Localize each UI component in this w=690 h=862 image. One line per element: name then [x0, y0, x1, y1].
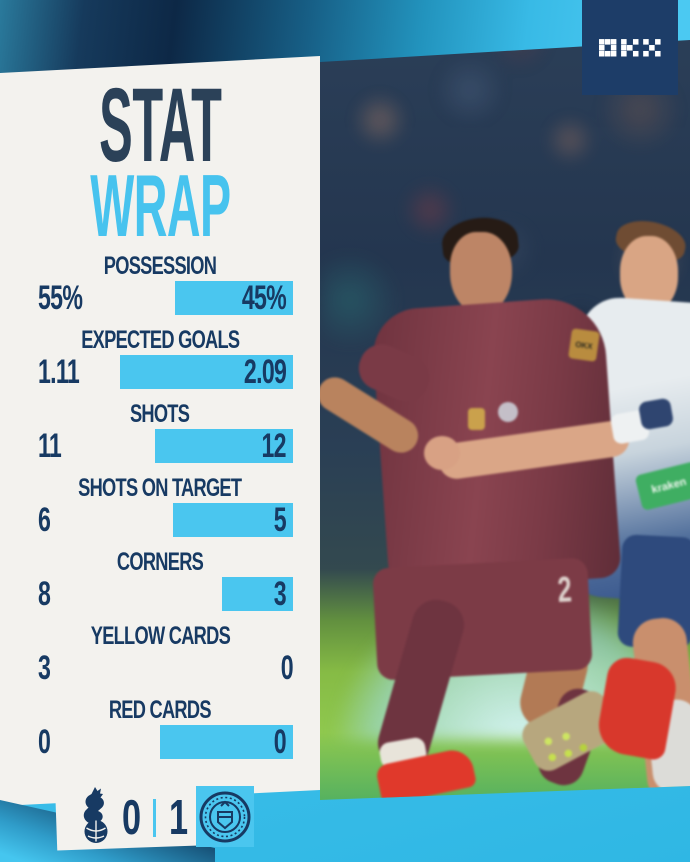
sleeve-patch-text: OKX	[574, 339, 594, 351]
stat-values: 11 12	[38, 429, 293, 463]
okx-logo-tile	[582, 0, 678, 95]
stat-label: YELLOW CARDS	[0, 623, 320, 649]
stat-label-text: SHOTS	[130, 400, 190, 428]
stat-label-text: SHOTS ON TARGET	[78, 474, 242, 502]
home-value: 11	[38, 427, 62, 465]
stat-row: SHOTS ON TARGET 6 5	[0, 475, 320, 537]
stat-row: SHOTS 11 12	[0, 401, 320, 463]
city-badge-tile	[196, 786, 254, 847]
away-value-bar: 45%	[175, 281, 293, 315]
title-line-1: STAT	[98, 67, 222, 184]
match-photo: kraken OKX 2	[320, 40, 690, 800]
stats-card: STAT WRAP POSSESSION 55% 45% EXPECTED GO…	[0, 56, 320, 806]
stat-row: EXPECTED GOALS 1.11 2.09	[0, 327, 320, 389]
stat-label: SHOTS	[0, 401, 320, 427]
stat-label-text: RED CARDS	[109, 696, 212, 724]
shorts-number: 2	[556, 568, 573, 611]
stat-label: SHOTS ON TARGET	[0, 475, 320, 501]
stat-label: POSSESSION	[0, 253, 320, 279]
club-crest	[498, 402, 518, 422]
title-line-2: WRAP	[89, 156, 231, 255]
away-value: 0	[273, 723, 287, 761]
home-value: 1.11	[38, 353, 80, 391]
away-value-bar: 3	[222, 577, 293, 611]
stat-row: POSSESSION 55% 45%	[0, 253, 320, 315]
away-value: 0	[280, 649, 294, 687]
home-value: 3	[38, 649, 51, 687]
full-time-score: 0 1	[118, 791, 192, 845]
stats-list: POSSESSION 55% 45% EXPECTED GOALS 1.11 2…	[0, 253, 320, 771]
home-score: 0	[121, 791, 141, 845]
stat-label: CORNERS	[0, 549, 320, 575]
stat-label-text: YELLOW CARDS	[90, 622, 230, 650]
away-value: 2.09	[243, 353, 287, 391]
sponsor-text: kraken	[650, 475, 688, 497]
manchester-city-crest-icon	[199, 791, 251, 842]
stat-row: CORNERS 8 3	[0, 549, 320, 611]
stat-values: 8 3	[38, 577, 293, 611]
away-value: 3	[273, 575, 287, 613]
score-divider	[153, 799, 157, 837]
stat-label: RED CARDS	[0, 697, 320, 723]
okx-logo-icon	[599, 38, 661, 56]
stat-values: 55% 45%	[38, 281, 293, 315]
stat-values: 0 0	[38, 725, 293, 759]
stat-label-text: CORNERS	[116, 548, 204, 576]
away-value: 12	[261, 427, 287, 465]
away-player-wristband	[637, 397, 675, 431]
stat-values: 6 5	[38, 503, 293, 537]
page-title: STAT WRAP	[0, 67, 320, 255]
away-value: 45%	[241, 279, 287, 317]
stat-row: RED CARDS 0 0	[0, 697, 320, 759]
away-value-bar: 5	[173, 503, 293, 537]
away-value-bar: 12	[155, 429, 293, 463]
city-player-head	[450, 232, 512, 314]
stat-label-text: POSSESSION	[103, 252, 217, 280]
home-value: 8	[38, 575, 51, 613]
stat-values: 3 0	[38, 649, 294, 687]
home-value: 55%	[38, 279, 83, 317]
away-value-bar: 2.09	[120, 355, 293, 389]
fifa-champions-badge	[468, 408, 485, 430]
stat-row: YELLOW CARDS 3 0	[0, 623, 320, 685]
stat-label-text: EXPECTED GOALS	[80, 326, 240, 354]
away-value: 5	[273, 501, 287, 539]
home-value: 0	[38, 723, 51, 761]
players-group: kraken OKX 2	[320, 40, 690, 800]
stat-values: 1.11 2.09	[38, 355, 293, 389]
away-player-hand	[424, 436, 460, 470]
stat-label: EXPECTED GOALS	[0, 327, 320, 353]
away-value-bar: 0	[160, 725, 293, 759]
sleeve-patch: OKX	[568, 328, 600, 362]
away-score: 1	[169, 791, 188, 845]
tottenham-crest-icon	[83, 787, 108, 843]
home-value: 6	[38, 501, 51, 539]
